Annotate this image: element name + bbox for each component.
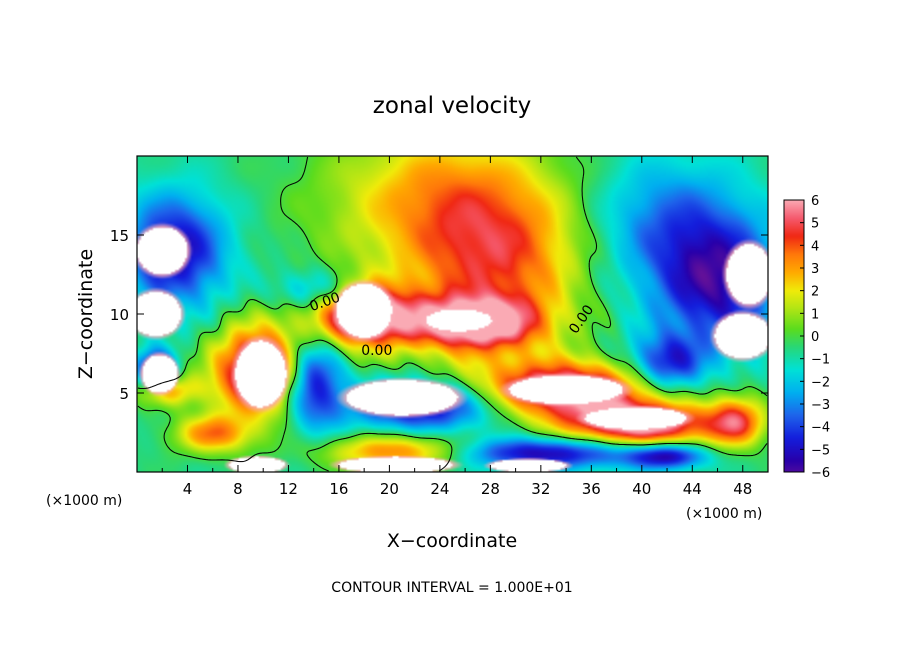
colorbar-tick-label: 5 bbox=[811, 217, 819, 232]
zero-contour bbox=[137, 156, 768, 472]
colorbar-tick-label: 2 bbox=[811, 285, 819, 300]
x-tick-label: 8 bbox=[233, 480, 243, 498]
contour-label: 0.00 bbox=[361, 343, 392, 359]
plot-area bbox=[136, 155, 769, 473]
heatmap-field bbox=[137, 156, 768, 472]
colorbar-ticks: 6 5 4 3 2 1 0 −1 −2 −3 −4 −5 −6 bbox=[800, 194, 830, 481]
x-unit-label-right: (×1000 m) bbox=[686, 506, 762, 522]
x-unit-label-left: (×1000 m) bbox=[46, 493, 122, 509]
y-tick-label: 15 bbox=[110, 227, 129, 245]
colorbar-tick-label: 1 bbox=[811, 307, 819, 322]
y-tick-label: 5 bbox=[119, 385, 129, 403]
colorbar-tick-label: −4 bbox=[811, 421, 830, 436]
x-tick-label: 32 bbox=[531, 480, 550, 498]
colorbar-tick-label: −5 bbox=[811, 443, 830, 458]
chart-title: zonal velocity bbox=[373, 93, 531, 119]
contour-lines bbox=[137, 156, 768, 472]
colorbar: 6 5 4 3 2 1 0 −1 −2 −3 −4 −5 −6 bbox=[783, 194, 830, 481]
colorbar-tick-label: −3 bbox=[811, 398, 830, 413]
y-tick-label: 10 bbox=[110, 306, 129, 324]
x-tick-label: 24 bbox=[430, 480, 449, 498]
y-axis-ticks: 5 10 15 bbox=[110, 227, 768, 403]
colorbar-gradient bbox=[784, 200, 804, 472]
colorbar-tick-label: 3 bbox=[811, 262, 819, 277]
x-tick-label: 40 bbox=[632, 480, 651, 498]
colorbar-tick-label: −1 bbox=[811, 353, 830, 368]
contour-interval-note: CONTOUR INTERVAL = 1.000E+01 bbox=[331, 580, 572, 596]
x-axis-label: X−coordinate bbox=[387, 530, 517, 552]
x-tick-label: 12 bbox=[279, 480, 298, 498]
x-tick-label: 16 bbox=[329, 480, 348, 498]
x-tick-label: 48 bbox=[733, 480, 752, 498]
colorbar-tick-label: 4 bbox=[811, 239, 819, 254]
colorbar-tick-label: 6 bbox=[811, 194, 819, 209]
x-tick-label: 20 bbox=[380, 480, 399, 498]
x-axis-ticks: 4 8 12 16 20 24 28 32 36 40 44 48 bbox=[161, 156, 752, 498]
x-tick-label: 28 bbox=[481, 480, 500, 498]
x-tick-label: 36 bbox=[582, 480, 601, 498]
colorbar-tick-label: 0 bbox=[811, 330, 819, 345]
colorbar-tick-label: −6 bbox=[811, 466, 830, 481]
y-axis-label: Z−coordinate bbox=[75, 249, 97, 379]
colorbar-tick-label: −2 bbox=[811, 375, 830, 390]
x-tick-label: 4 bbox=[183, 480, 193, 498]
x-tick-label: 44 bbox=[683, 480, 702, 498]
